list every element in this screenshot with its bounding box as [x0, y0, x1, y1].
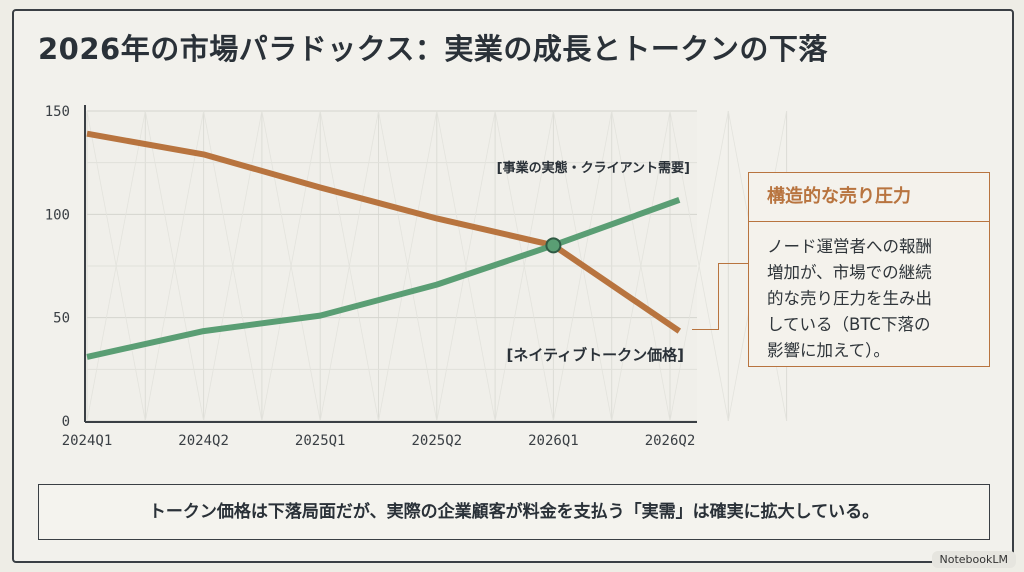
pattern-line [261, 110, 321, 422]
callout-line: 的な売り圧力を生み出 [767, 289, 932, 308]
x-tick-label: 2025Q1 [295, 433, 346, 449]
page-title: 2026年の市場パラドックス：実業の成長とトークンの下落 [38, 32, 828, 66]
pattern-line [86, 110, 146, 422]
callout-connector-vertical [718, 263, 749, 330]
y-tick-label: 150 [45, 104, 70, 120]
notebooklm-badge: NotebookLM [931, 551, 1016, 568]
demand-line [86, 197, 681, 360]
series-label-token-price: [ネイティブトークン価格] [506, 346, 684, 364]
callout-line: 影響に加えて）。 [767, 341, 890, 360]
y-tick-label: 50 [53, 311, 70, 327]
x-tick-label: 2024Q1 [62, 433, 113, 449]
series-label-demand: [事業の実態・クライアント需要] [497, 160, 690, 176]
callout-body: ノード運営者への報酬 増加が、市場での継続 的な売り圧力を生み出 している（BT… [749, 222, 989, 364]
x-tick-label: 2026Q1 [528, 433, 579, 449]
pattern-line [319, 110, 379, 422]
callout-line: している（BTC下落の [767, 315, 931, 334]
callout-box: 構造的な売り圧力 ノード運営者への報酬 増加が、市場での継続 的な売り圧力を生み… [748, 172, 990, 367]
takeaway-box: トークン価格は下落局面だが、実際の企業顧客が料金を支払う「実需」は確実に拡大して… [38, 484, 990, 540]
callout-line: 増加が、市場での継続 [767, 263, 932, 282]
callout-connector [692, 263, 718, 330]
pattern-line [436, 110, 496, 422]
y-tick-label: 0 [62, 414, 70, 430]
token-price-line [86, 130, 682, 334]
callout-heading: 構造的な売り圧力 [749, 173, 989, 222]
crossover-marker [545, 237, 562, 254]
x-tick-label: 2026Q2 [645, 433, 696, 449]
x-tick-label: 2025Q2 [412, 433, 463, 449]
x-tick-label: 2024Q2 [178, 433, 229, 449]
pattern-line [611, 110, 671, 422]
pattern-line [144, 110, 204, 422]
pattern-line [494, 110, 554, 422]
pattern-line [669, 110, 729, 422]
y-tick-label: 100 [45, 207, 70, 223]
pattern-line [378, 110, 438, 422]
pattern-line [203, 110, 263, 422]
callout-line: ノード運営者への報酬 [767, 237, 932, 256]
